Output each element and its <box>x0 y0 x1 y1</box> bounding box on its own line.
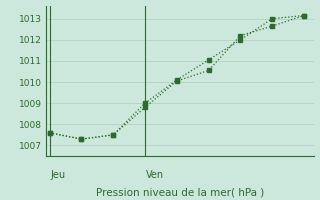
Text: Pression niveau de la mer( hPa ): Pression niveau de la mer( hPa ) <box>96 188 264 198</box>
Text: Ven: Ven <box>146 170 164 180</box>
Text: Jeu: Jeu <box>51 170 66 180</box>
